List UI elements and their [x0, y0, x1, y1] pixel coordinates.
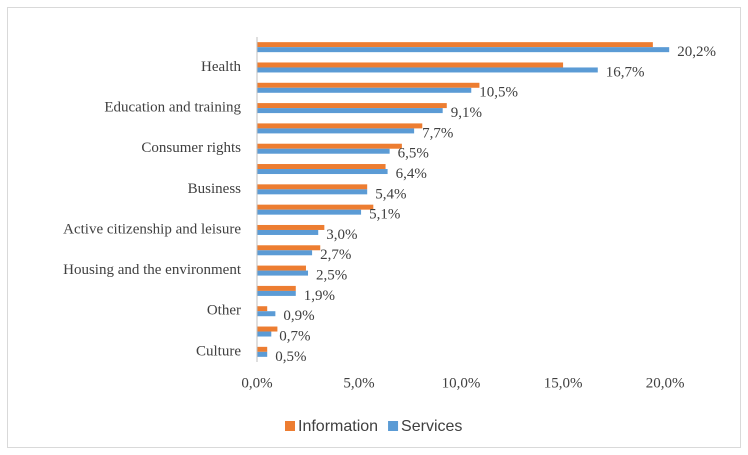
x-tick-label: 0,0%	[241, 375, 272, 391]
bar	[257, 62, 564, 68]
x-tick-label: 10,0%	[442, 375, 481, 391]
bar	[257, 108, 443, 114]
legend-swatch	[388, 421, 399, 431]
bar	[257, 311, 276, 317]
bar	[257, 245, 321, 251]
bar	[257, 148, 390, 154]
y-tick-label: Consumer rights	[141, 140, 241, 156]
bar	[257, 285, 296, 291]
bar	[257, 42, 653, 48]
legend-label: Services	[401, 418, 462, 435]
x-tick-label: 20,0%	[646, 375, 685, 391]
bar	[257, 265, 306, 271]
y-tick-label: Culture	[196, 343, 241, 359]
y-tick-label: Active citizenship and leisure	[63, 221, 241, 237]
bar	[257, 331, 272, 337]
data-label: 16,7%	[606, 64, 645, 80]
bar	[257, 209, 362, 215]
legend-label: Information	[298, 418, 378, 435]
bar	[257, 103, 447, 109]
data-label: 6,5%	[398, 146, 429, 162]
data-label: 10,5%	[479, 85, 518, 101]
y-tick-label: Business	[188, 181, 242, 197]
bar	[257, 164, 386, 170]
data-label: 7,7%	[422, 125, 453, 141]
bar	[257, 346, 268, 352]
bar	[257, 250, 313, 256]
bar	[257, 326, 278, 332]
data-label: 0,9%	[283, 308, 314, 324]
data-label: 3,0%	[326, 227, 357, 243]
data-label: 5,1%	[369, 207, 400, 223]
data-label: 0,7%	[279, 328, 310, 344]
bar	[257, 229, 319, 235]
bar	[257, 82, 480, 88]
bar	[257, 184, 368, 190]
data-label: 5,4%	[375, 186, 406, 202]
data-label: 2,7%	[320, 247, 351, 263]
chart-border	[7, 7, 741, 448]
bar	[257, 290, 296, 296]
bar	[257, 306, 268, 312]
bar	[257, 143, 402, 149]
data-label: 9,1%	[451, 105, 482, 121]
data-label: 6,4%	[396, 166, 427, 182]
data-label: 2,5%	[316, 268, 347, 284]
data-label: 0,5%	[275, 349, 306, 365]
bar	[257, 224, 325, 230]
y-tick-label: Education and training	[104, 100, 241, 116]
bar	[257, 169, 388, 175]
bar	[257, 351, 268, 357]
y-tick-label: Health	[201, 59, 241, 75]
bar	[257, 47, 670, 53]
x-tick-label: 5,0%	[343, 375, 374, 391]
bar	[257, 270, 309, 276]
x-tick-label: 15,0%	[544, 375, 583, 391]
bar	[257, 204, 374, 210]
bar	[257, 189, 368, 195]
bar	[257, 123, 423, 129]
bar	[257, 87, 472, 93]
y-tick-label: Housing and the environment	[63, 262, 242, 278]
legend-swatch	[285, 421, 295, 431]
y-tick-label: Other	[207, 303, 241, 319]
bar	[257, 67, 598, 73]
bar	[257, 128, 415, 134]
data-label: 20,2%	[677, 44, 716, 60]
data-label: 1,9%	[304, 288, 335, 304]
